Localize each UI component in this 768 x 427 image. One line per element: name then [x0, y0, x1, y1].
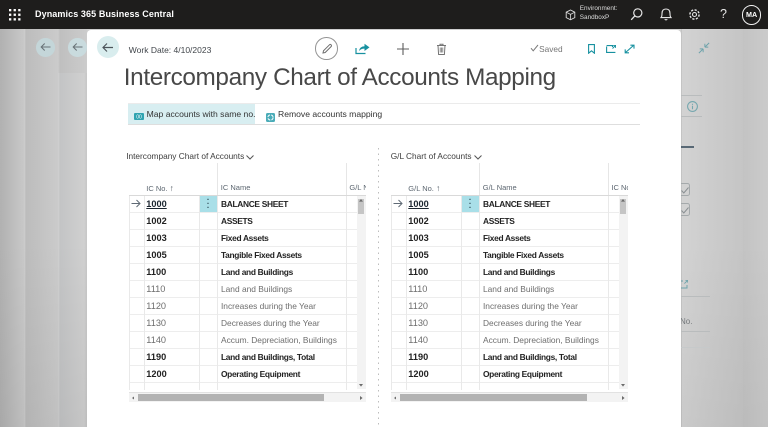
- svg-text:00: 00: [137, 115, 143, 121]
